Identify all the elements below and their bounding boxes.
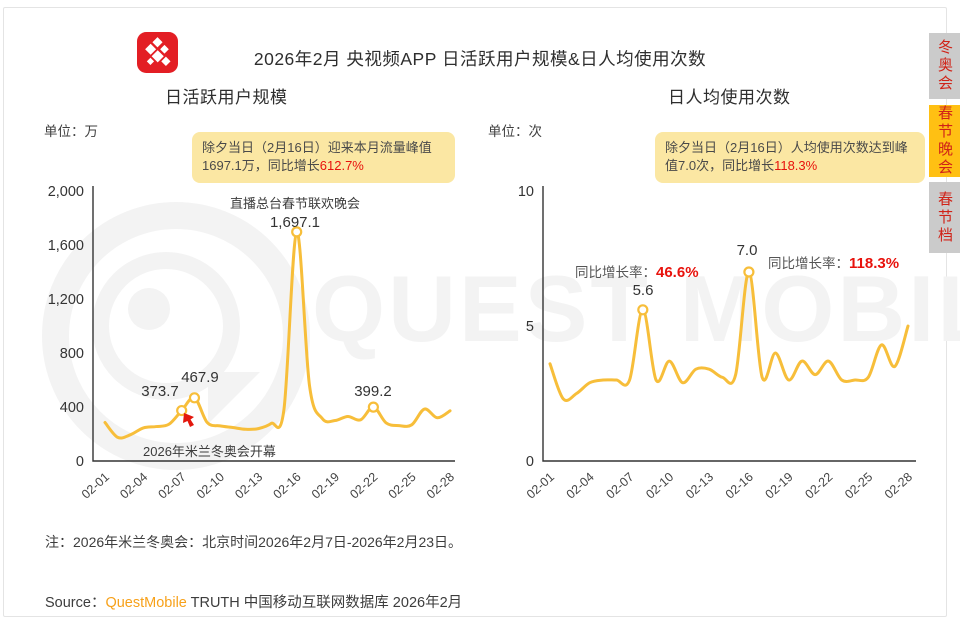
svg-text:02-19: 02-19 [309, 470, 342, 502]
sidebar-tab-winter-olympics[interactable]: 冬奥会 [929, 33, 960, 99]
right-callout-highlight: 118.3% [774, 158, 818, 174]
svg-text:0: 0 [76, 454, 84, 470]
svg-text:02-25: 02-25 [842, 470, 875, 502]
svg-text:02-07: 02-07 [156, 470, 189, 502]
left-callout: 除夕当日（2月16日）迎来本月流量峰值1697.1万，同比增长612.7% [192, 132, 455, 183]
svg-text:02-01: 02-01 [524, 470, 557, 502]
usage-line-chart: 0 5 10 02-01 02-04 02-07 02-10 02-13 02-16 02-19 0… [488, 184, 948, 515]
svg-text:02-19: 02-19 [763, 470, 796, 502]
svg-text:02-10: 02-10 [643, 470, 676, 502]
svg-text:0: 0 [526, 454, 534, 470]
source-prefix: Source： [45, 595, 106, 611]
svg-text:02-04: 02-04 [564, 470, 597, 502]
cctv-video-logo-icon [137, 32, 178, 73]
svg-text:02-28: 02-28 [882, 470, 915, 502]
svg-text:02-13: 02-13 [232, 470, 265, 502]
right-callout-text: 除夕当日（2月16日）人均使用次数达到峰值7.0次，同比增长 [665, 140, 908, 174]
right-unit-label: 单位：次 [488, 124, 542, 139]
svg-text:02-28: 02-28 [424, 470, 457, 502]
svg-text:5: 5 [526, 319, 534, 335]
sidebar-tab-spring-festival-gala[interactable]: 春节晚会 [929, 105, 960, 177]
left-callout-highlight: 612.7% [319, 158, 364, 174]
left-callout-text: 除夕当日（2月16日）迎来本月流量峰值1697.1万，同比增长 [202, 140, 432, 174]
svg-text:800: 800 [60, 346, 84, 362]
svg-text:1,600: 1,600 [48, 238, 84, 254]
svg-text:02-07: 02-07 [603, 470, 636, 502]
growth-annotation-0208: 同比增长率：46.6% [575, 261, 699, 282]
svg-text:02-04: 02-04 [117, 470, 150, 502]
svg-text:02-22: 02-22 [347, 470, 380, 502]
growth-annotation-0216: 同比增长率：118.3% [768, 252, 899, 273]
growth-prefix-0208: 同比增长率： [575, 265, 656, 280]
svg-text:02-25: 02-25 [386, 470, 419, 502]
growth-value-0216: 118.3% [849, 255, 900, 272]
svg-text:1,200: 1,200 [48, 292, 84, 308]
value-label-0208: 467.9 [181, 369, 219, 386]
svg-text:02-16: 02-16 [271, 470, 304, 502]
growth-prefix-0216: 同比增长率： [768, 256, 849, 271]
page-title: 2026年2月 央视频APP 日活跃用户规模&日人均使用次数 [253, 49, 707, 69]
gala-broadcast-annotation: 直播总台春节联欢晚会 [229, 196, 360, 211]
growth-value-0208: 46.6% [656, 264, 699, 281]
left-chart-title: 日活跃用户规模 [165, 88, 288, 107]
peak-value-label: 1,697.1 [269, 214, 321, 231]
right-chart-title: 日人均使用次数 [668, 88, 791, 107]
watermark-logo-tail [208, 372, 260, 424]
right-callout: 除夕当日（2月16日）人均使用次数达到峰值7.0次，同比增长118.3% [655, 132, 925, 183]
value-label-right-0216: 7.0 [736, 242, 758, 259]
source-suffix: TRUTH 中国移动互联网数据库 2026年2月 [186, 595, 463, 611]
slide-frame [3, 7, 947, 617]
source-line: Source：QuestMobile TRUTH 中国移动互联网数据库 2026… [45, 591, 462, 612]
svg-text:02-10: 02-10 [194, 470, 227, 502]
source-brand: QuestMobile [105, 595, 187, 611]
olympics-opening-annotation: 2026年米兰冬奥会开幕 [143, 444, 276, 459]
value-label-0207: 373.7 [141, 383, 179, 400]
svg-text:2,000: 2,000 [48, 185, 84, 200]
sidebar-tab-spring-festival-films[interactable]: 春节档 [929, 182, 960, 253]
red-arrow-icon [183, 413, 194, 427]
svg-text:02-13: 02-13 [683, 470, 716, 502]
value-label-0222: 399.2 [354, 383, 392, 400]
footnote: 注：2026年米兰冬奥会：北京时间2026年2月7日-2026年2月23日。 [45, 534, 463, 550]
svg-text:02-01: 02-01 [79, 470, 112, 502]
svg-text:10: 10 [518, 185, 534, 200]
svg-text:02-16: 02-16 [723, 470, 756, 502]
svg-text:400: 400 [60, 400, 84, 416]
value-label-right-0208: 5.6 [632, 282, 654, 299]
svg-text:02-22: 02-22 [802, 470, 835, 502]
left-unit-label: 单位：万 [44, 124, 98, 139]
dau-line-chart: 0 400 800 1,200 1,600 2,000 02-01 02-04 02-07 02-… [40, 184, 460, 515]
watermark-logo-dot [128, 288, 170, 330]
